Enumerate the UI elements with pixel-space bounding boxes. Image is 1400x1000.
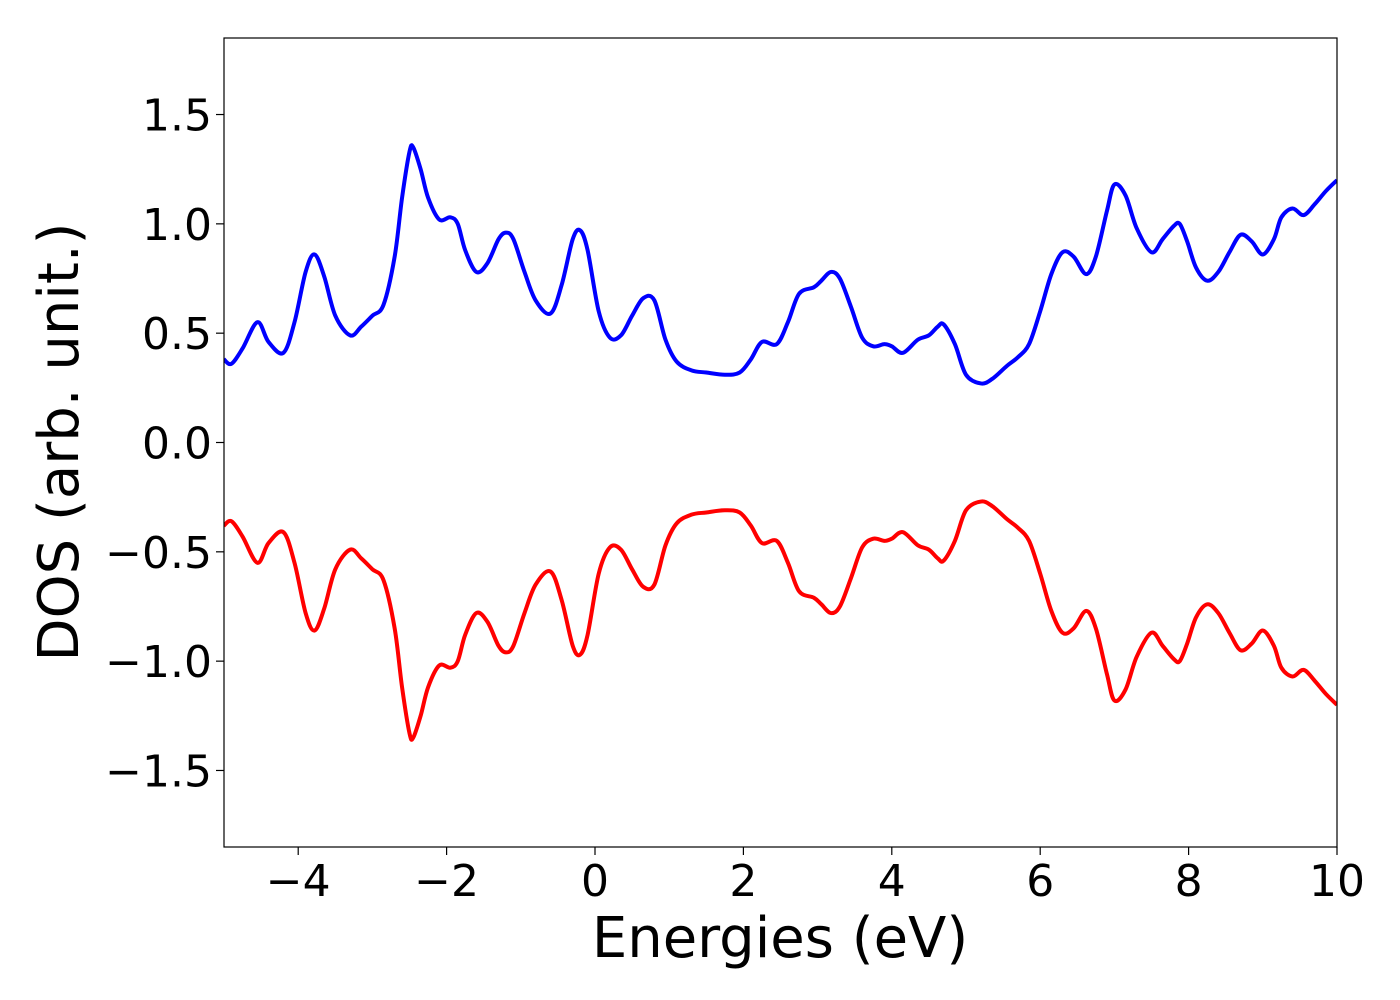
series-line-2 bbox=[224, 499, 1337, 742]
x-tick-label: 8 bbox=[1175, 856, 1203, 907]
series-layer bbox=[224, 143, 1337, 742]
x-tick-label: 4 bbox=[878, 856, 906, 907]
y-tick-label: 1.0 bbox=[142, 200, 212, 251]
y-tick-label: 0.5 bbox=[142, 309, 212, 360]
x-tick-label: 0 bbox=[581, 856, 609, 907]
y-tick-label: −1.5 bbox=[105, 746, 212, 797]
y-tick-label: −1.0 bbox=[105, 637, 212, 688]
y-axis-label: DOS (arb. unit.) bbox=[27, 222, 92, 661]
series-line-1 bbox=[224, 143, 1337, 386]
y-tick-label: 0.0 bbox=[142, 419, 212, 470]
x-tick-label: 6 bbox=[1026, 856, 1054, 907]
x-tick-label: −4 bbox=[266, 856, 331, 907]
x-tick-label: 10 bbox=[1309, 856, 1365, 907]
y-tick-label: −0.5 bbox=[105, 528, 212, 579]
x-axis-label: Energies (eV) bbox=[592, 906, 968, 971]
x-tick-label: 2 bbox=[729, 856, 757, 907]
y-tick-label: 1.5 bbox=[142, 91, 212, 142]
x-tick-label: −2 bbox=[414, 856, 479, 907]
x-axis-ticks: −4 −2 0 2 4 6 8 10 bbox=[266, 847, 1365, 907]
y-axis-ticks: −1.5 −1.0 −0.5 0.0 0.5 1.0 1.5 bbox=[105, 91, 224, 797]
